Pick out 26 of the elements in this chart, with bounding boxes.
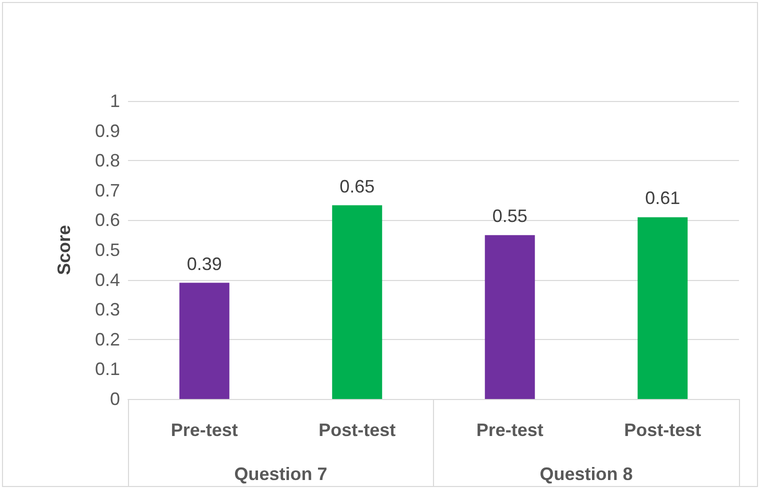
y-tick-label: 0.6 bbox=[94, 210, 120, 230]
y-tick-label: 0.1 bbox=[94, 359, 120, 380]
y-tick-label: 0.8 bbox=[94, 150, 120, 171]
bar bbox=[484, 235, 535, 399]
x-tick-label: Post-test bbox=[318, 420, 396, 440]
x-tick-label: Pre-test bbox=[476, 420, 544, 440]
text: Question 8 bbox=[540, 464, 633, 484]
data-label: 0.55 bbox=[492, 206, 528, 226]
x-tick-label: Post-test bbox=[624, 420, 702, 440]
y-tick-label: 0.2 bbox=[94, 329, 120, 350]
y-tick-label: 1 bbox=[110, 91, 120, 111]
y-tick-label: 0 bbox=[110, 389, 120, 409]
data-label: 0.39 bbox=[186, 254, 222, 274]
data-label: 0.61 bbox=[645, 188, 680, 208]
y-axis-title: Score bbox=[54, 224, 74, 276]
y-tick-label: 0.9 bbox=[94, 120, 120, 141]
y-tick-label: 0.5 bbox=[94, 240, 120, 260]
bar bbox=[638, 217, 688, 399]
x-tick-label: Pre-test bbox=[170, 420, 238, 440]
bar bbox=[179, 282, 230, 399]
data-label: 0.65 bbox=[340, 176, 375, 196]
y-tick-label: 0.7 bbox=[94, 180, 120, 200]
bar bbox=[332, 205, 382, 399]
text: Question 7 bbox=[234, 464, 328, 484]
y-tick-label: 0.4 bbox=[94, 270, 120, 290]
y-tick-label: 0.3 bbox=[94, 300, 120, 320]
